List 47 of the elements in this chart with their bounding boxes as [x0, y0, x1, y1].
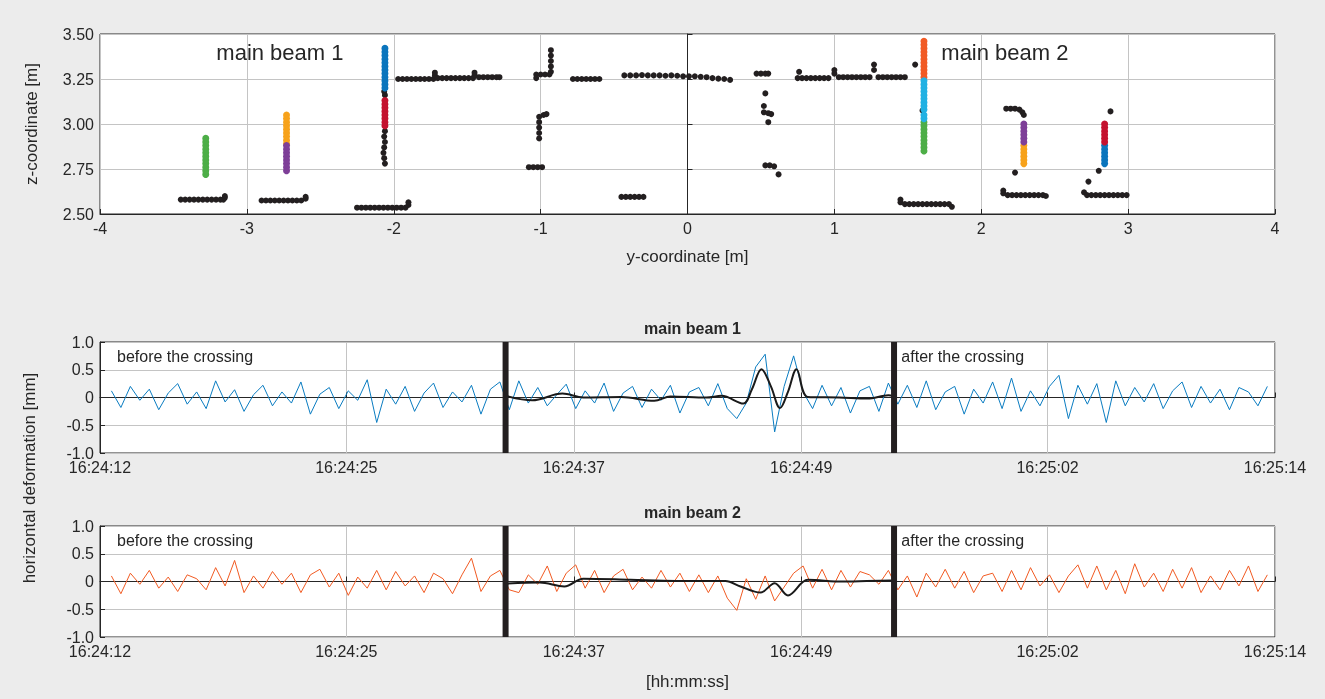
annotation: before the crossing: [117, 347, 254, 365]
x-tick-label: 3: [1123, 219, 1133, 237]
annotation: main beam 1: [216, 40, 344, 66]
y-tick-label: 0.5: [71, 361, 95, 379]
x-tick-label: 16:24:37: [542, 458, 606, 476]
x-tick-label: -2: [386, 219, 401, 237]
annotation: before the crossing: [117, 531, 254, 549]
chart-title: main beam 1: [644, 319, 742, 337]
point: [202, 134, 210, 142]
x-tick-label: 16:24:25: [315, 458, 378, 476]
y-axis-title: horizontal deformation [mm]: [20, 372, 40, 584]
y-tick-label: 2.50: [62, 205, 95, 223]
x-tick-label: 16:25:14: [1243, 458, 1307, 476]
y-tick-label: -0.5: [66, 600, 95, 618]
y-tick-label: 0: [85, 573, 95, 590]
x-tick-label: 4: [1270, 219, 1280, 237]
x-tick-label: 1: [829, 219, 839, 237]
x-tick-label: 16:24:25: [315, 642, 378, 660]
y-tick-label: 1.0: [71, 517, 95, 535]
x-tick-label: 16:25:02: [1016, 458, 1079, 476]
point: [381, 44, 389, 52]
chart-title: main beam 2: [644, 503, 742, 521]
x-tick-label: -4: [92, 219, 108, 237]
y-tick-label: 0: [85, 389, 95, 406]
x-tick-label: 0: [683, 219, 693, 237]
x-tick-label: 16:25:02: [1016, 642, 1079, 660]
y-axis-title: z-coordinate [m]: [22, 63, 41, 185]
x-tick-label: 16:24:37: [542, 642, 606, 660]
y-tick-label: 0.5: [71, 545, 95, 563]
annotation: after the crossing: [901, 531, 1025, 549]
x-axis-title: y-coordinate [m]: [626, 247, 749, 266]
x-tick-label: 16:24:49: [770, 642, 833, 660]
y-tick-label: 3.50: [62, 25, 95, 43]
annotation: main beam 2: [941, 40, 1069, 66]
x-tick-label: 2: [976, 219, 986, 237]
y-tick-label: 3.25: [62, 70, 95, 88]
y-tick-label: 3.00: [62, 115, 95, 133]
y-tick-label: 2.75: [62, 160, 95, 178]
y-tick-label: -0.5: [66, 416, 95, 434]
x-tick-label: -3: [239, 219, 255, 237]
x-tick-label: -1: [533, 219, 548, 237]
x-tick-label: 16:25:14: [1243, 642, 1307, 660]
y-tick-label: 1.0: [71, 333, 95, 351]
x-axis-title: [hh:mm:ss]: [645, 672, 730, 691]
annotation: after the crossing: [901, 347, 1025, 365]
line-series: [110, 557, 1268, 611]
x-tick-label: 16:24:49: [770, 458, 833, 476]
